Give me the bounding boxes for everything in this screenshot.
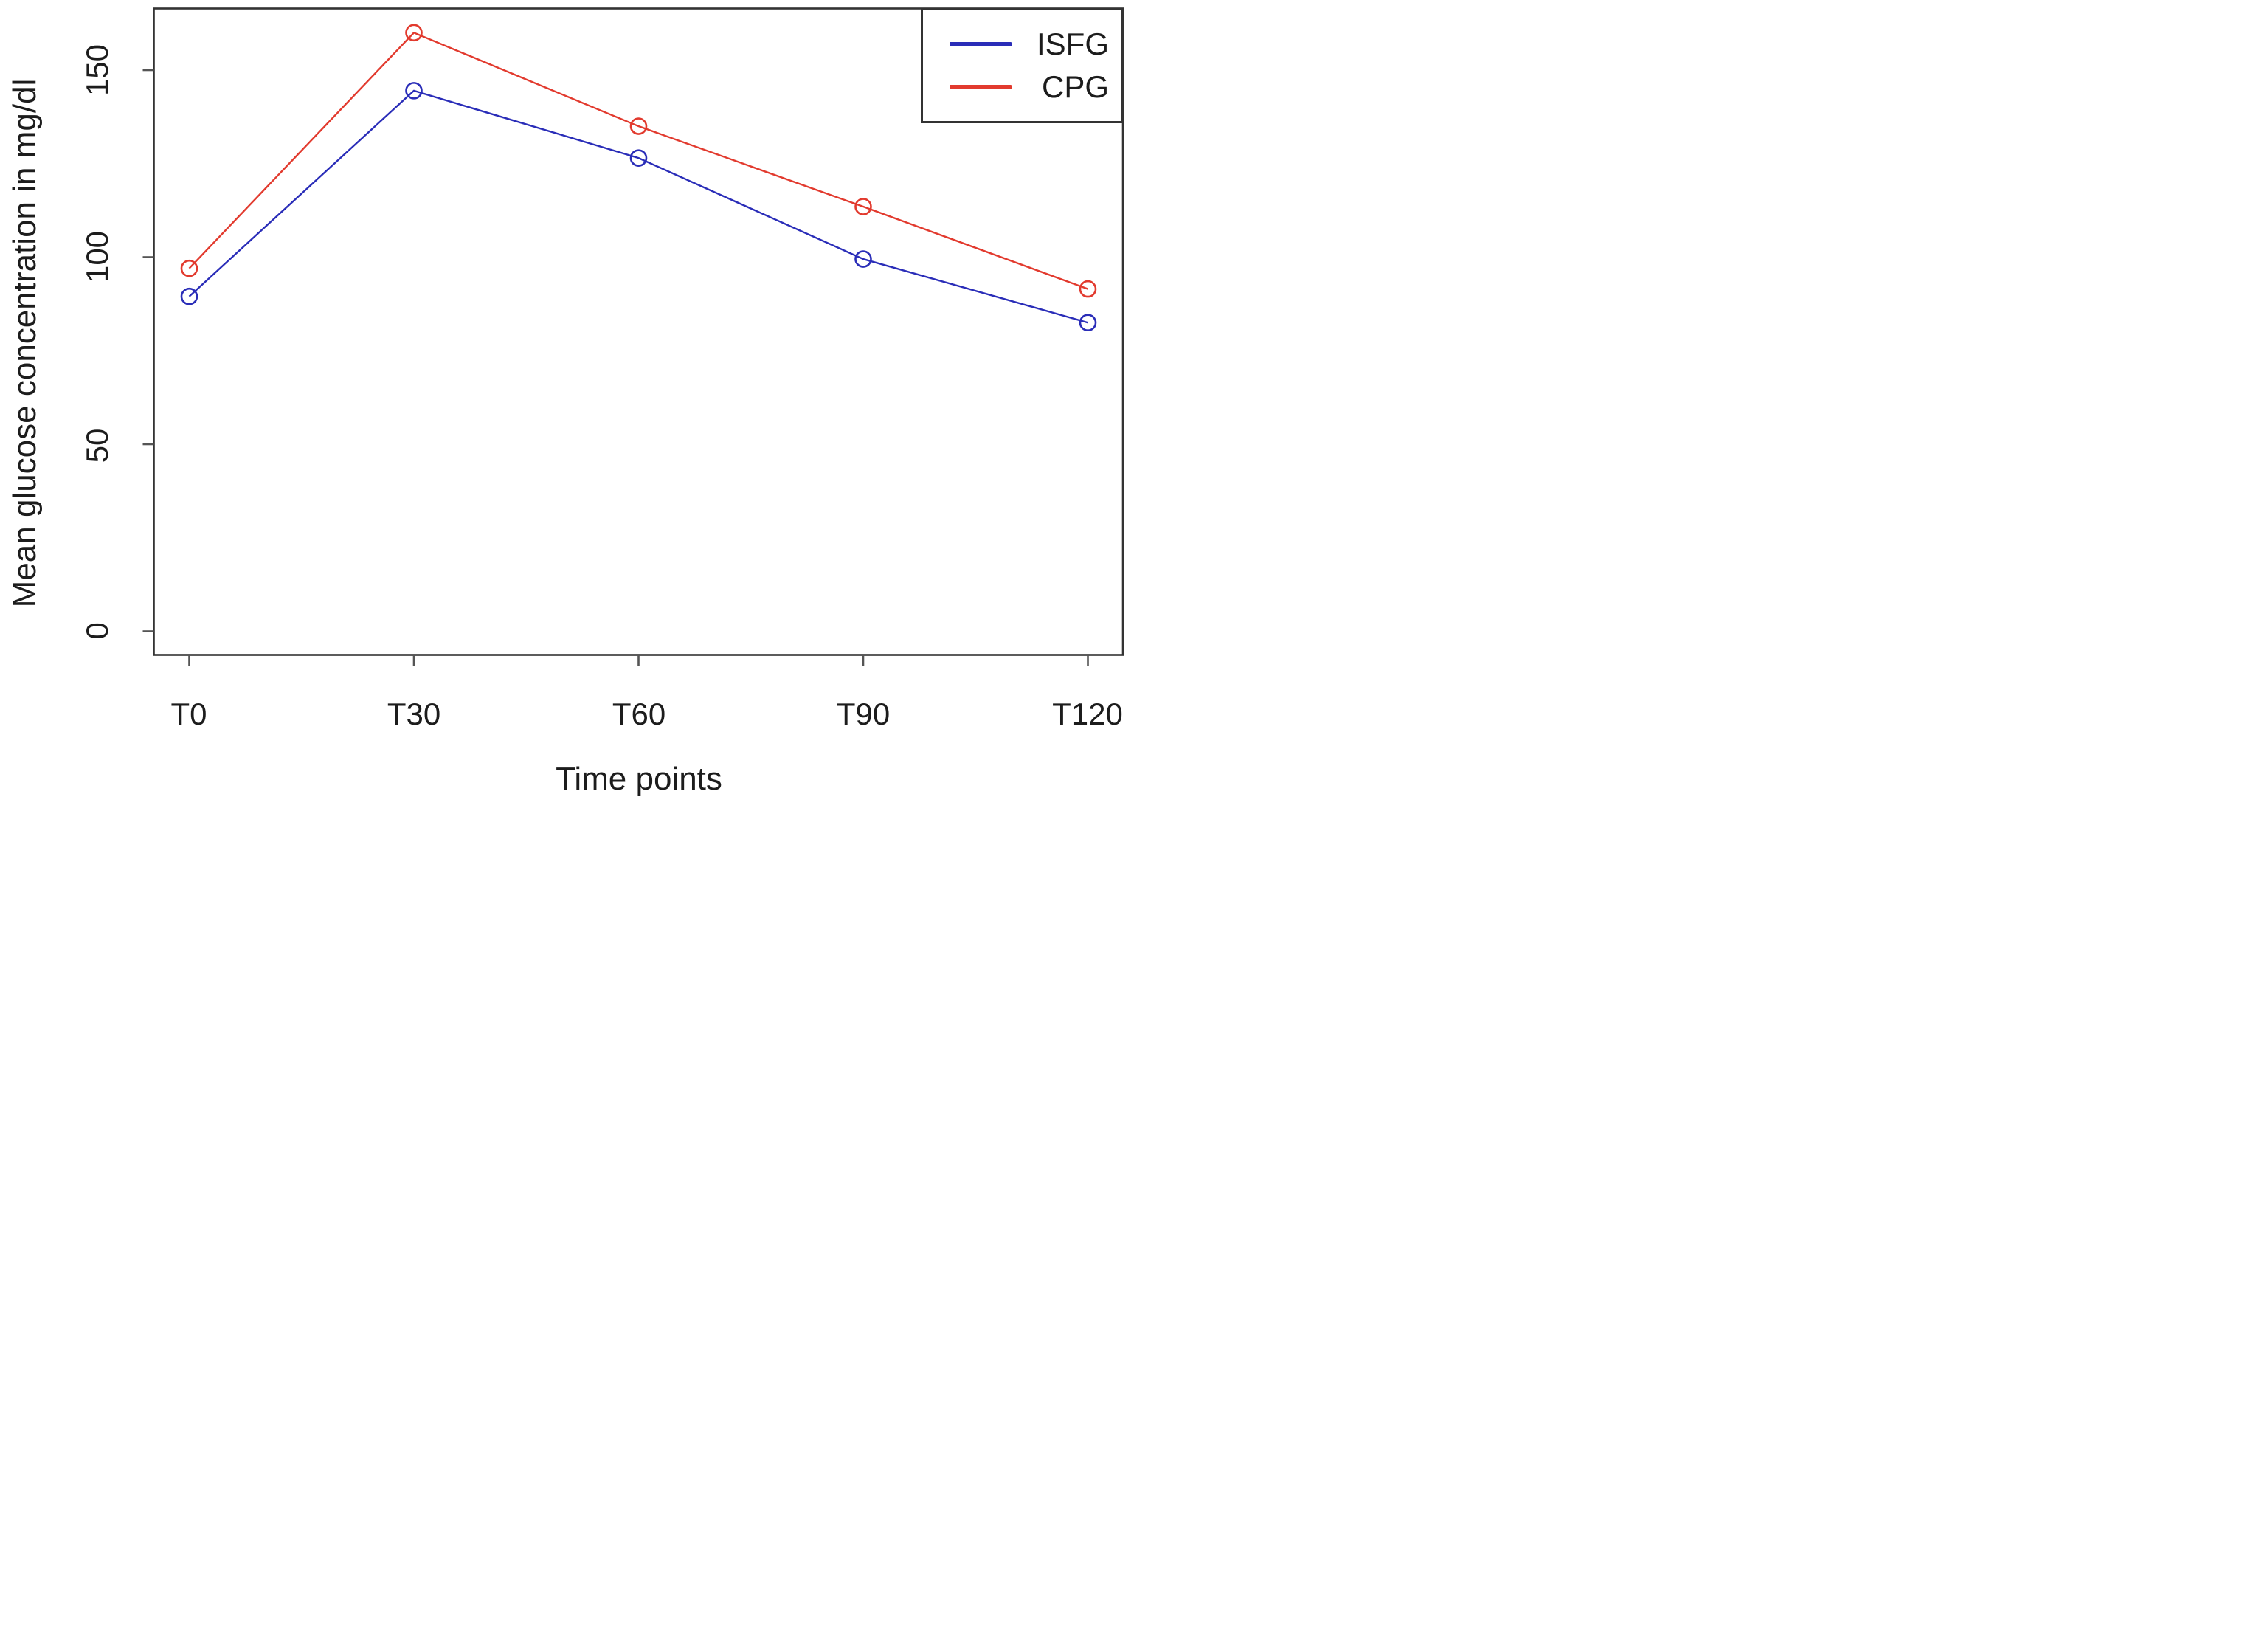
data-point-cpg-t0 bbox=[180, 259, 198, 277]
data-point-cpg-t120 bbox=[1079, 280, 1097, 298]
legend-label-cpg: CPG bbox=[1041, 69, 1109, 104]
plot-area-svg bbox=[142, 7, 1124, 666]
data-point-isfg-t60 bbox=[629, 149, 648, 167]
legend: ISFG CPG bbox=[921, 8, 1123, 123]
x-tick-label-t60: T60 bbox=[612, 697, 666, 731]
legend-line-cpg bbox=[950, 85, 1012, 89]
x-tick-label-t0: T0 bbox=[170, 697, 207, 731]
legend-item-isfg: ISFG bbox=[923, 27, 1121, 61]
data-point-cpg-t60 bbox=[629, 117, 648, 135]
y-tick-label-100: 100 bbox=[80, 230, 114, 283]
series-line-cpg bbox=[188, 32, 1088, 290]
legend-label-isfg: ISFG bbox=[1036, 27, 1109, 61]
y-axis-title: Mean glucose concentration in mg/dl bbox=[7, 78, 43, 608]
data-point-isfg-t90 bbox=[854, 250, 872, 268]
y-tick-label-150: 150 bbox=[80, 44, 114, 97]
data-point-cpg-t90 bbox=[854, 198, 872, 215]
x-tick-label-t90: T90 bbox=[836, 697, 891, 731]
x-tick-label-t120: T120 bbox=[1052, 697, 1123, 731]
y-tick-label-50: 50 bbox=[80, 428, 114, 463]
legend-line-isfg bbox=[950, 42, 1012, 46]
legend-item-cpg: CPG bbox=[923, 69, 1121, 104]
data-point-isfg-t30 bbox=[405, 82, 423, 100]
x-axis-title: Time points bbox=[556, 761, 722, 797]
x-tick-label-t30: T30 bbox=[387, 697, 441, 731]
glucose-line-chart: Mean glucose concentration in mg/dl Time… bbox=[0, 0, 1134, 817]
y-tick-label-0: 0 bbox=[80, 622, 114, 640]
data-point-isfg-t120 bbox=[1079, 314, 1097, 332]
data-point-isfg-t0 bbox=[180, 287, 198, 305]
series-line-isfg bbox=[188, 89, 1088, 324]
data-point-cpg-t30 bbox=[405, 24, 423, 42]
